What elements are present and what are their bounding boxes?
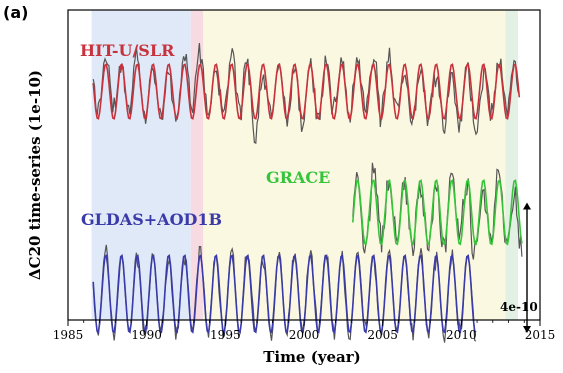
background-periods [91, 10, 518, 320]
series-label-grace: GRACE [266, 168, 330, 187]
series-label-gldas-aod1b: GLDAS+AOD1B [81, 210, 222, 229]
scale-bar-arrow-up [523, 202, 531, 210]
background-period-1 [190, 10, 204, 320]
x-tick-label-1985: 1985 [53, 328, 84, 342]
scale-bar-label: 4e-10 [500, 300, 538, 314]
x-axis-title: Time (year) [263, 348, 361, 366]
x-tick-label-2005: 2005 [367, 328, 398, 342]
x-tick-label-2000: 2000 [289, 328, 320, 342]
x-tick-label-2015: 2015 [525, 328, 556, 342]
background-period-2 [203, 10, 506, 320]
background-period-3 [505, 10, 518, 320]
x-tick-label-1990: 1990 [131, 328, 162, 342]
x-axis: 1985 1990 1995 2000 2005 2010 2015 [53, 320, 556, 342]
x-tick-label-1995: 1995 [210, 328, 241, 342]
series-label-hit-u-slr: HIT-U/SLR [80, 41, 175, 60]
series-model-hit-u-slr [92, 63, 521, 120]
series-model-grace [352, 179, 523, 246]
scale-bar-arrow-down [523, 326, 531, 334]
y-axis-title: ΔC20 time-series (1e-10) [26, 70, 44, 280]
x-tick-label-2010: 2010 [446, 328, 477, 342]
panel-label: (a) [3, 3, 28, 22]
scale-bar [523, 202, 531, 334]
